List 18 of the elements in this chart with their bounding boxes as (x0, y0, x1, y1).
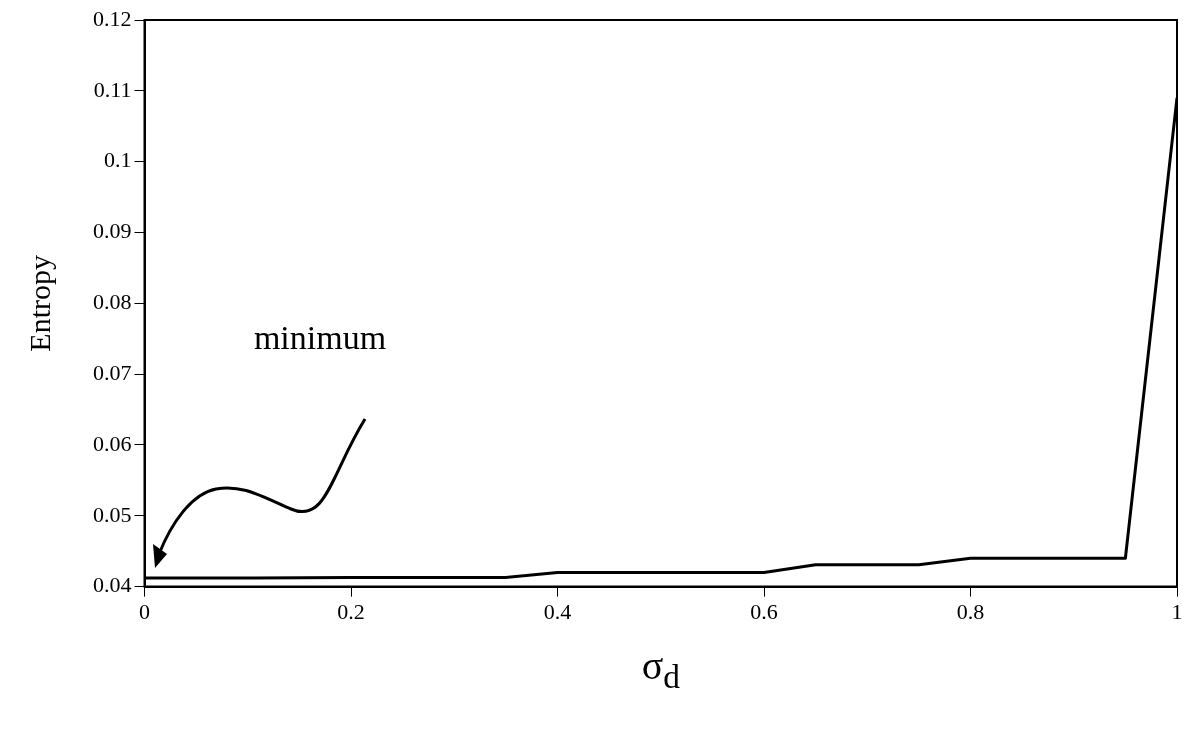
y-tick-label: 0.09 (93, 218, 132, 244)
y-tick-label: 0.07 (93, 359, 132, 385)
x-tick-label: 0.2 (337, 598, 365, 624)
y-tick-label: 0.04 (93, 572, 132, 598)
y-tick-label: 0.11 (93, 76, 132, 102)
y-axis-title: Entropy (22, 254, 56, 352)
y-tick-label: 0.05 (93, 501, 132, 527)
x-axis-title: σ$_{d}$ (640, 641, 681, 696)
x-tick-label: 0.4 (543, 598, 572, 624)
x-tick-label: 0.8 (956, 598, 985, 624)
y-tick-label: 0.1 (104, 147, 132, 173)
y-tick-label: 0.06 (93, 430, 132, 456)
y-tick-label: 0.08 (93, 289, 132, 315)
x-tick-label: 0 (139, 598, 150, 624)
annotation: minimum (253, 318, 387, 356)
y-tick-label: 0.12 (93, 5, 132, 31)
x-tick-label: 0.6 (750, 598, 778, 624)
x-tick-label: 1 (1171, 598, 1183, 624)
